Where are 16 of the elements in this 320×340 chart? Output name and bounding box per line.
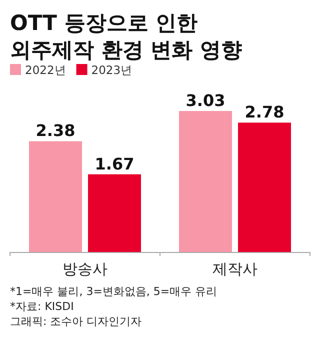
bar — [238, 122, 291, 252]
data-label: 2.78 — [244, 102, 284, 122]
legend-label: 2023년 — [91, 63, 133, 77]
chart-title: OTT 등장으로 인한 외주제작 환경 변화 영향 — [10, 11, 242, 62]
text: *자료: KISDI — [10, 300, 74, 313]
x-tick-label: 제작사 — [212, 260, 258, 278]
text: *1=매우 불리, 3=변화없음, 5=매우 유리 — [10, 285, 218, 298]
bar — [179, 111, 232, 252]
legend-label: 2022년 — [25, 63, 66, 77]
data-label: 3.03 — [186, 91, 226, 110]
text: 그래픽: 조수아 디자인기자 — [10, 315, 142, 328]
x-tick-label: 방송사 — [62, 260, 108, 278]
data-label: 2.38 — [36, 121, 76, 140]
bar — [29, 141, 82, 252]
bar — [88, 174, 141, 252]
data-label: 1.67 — [94, 154, 134, 174]
